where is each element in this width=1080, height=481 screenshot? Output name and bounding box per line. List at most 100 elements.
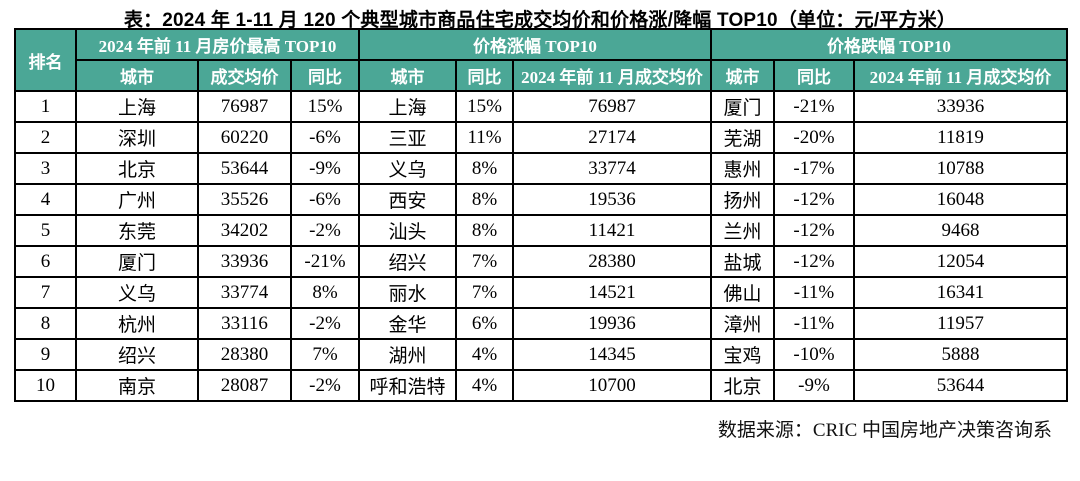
section-header-price-decliners: 价格跌幅 TOP10 bbox=[710, 28, 1068, 61]
gainers-yoy-cell: 4% bbox=[455, 369, 514, 402]
highest-city-cell: 北京 bbox=[75, 152, 199, 185]
table-row: 8 杭州 33116 -2% 金华 6% 19936 漳州 -11% 11957 bbox=[14, 307, 1068, 340]
col-header-highest-yoy: 同比 bbox=[290, 59, 360, 92]
decliners-yoy-cell: -12% bbox=[773, 214, 855, 247]
highest-city-cell: 南京 bbox=[75, 369, 199, 402]
decliners-price-cell: 11819 bbox=[853, 121, 1068, 154]
highest-yoy-cell: 15% bbox=[290, 90, 360, 123]
gainers-city-cell: 汕头 bbox=[358, 214, 457, 247]
section-header-price-gainers: 价格涨幅 TOP10 bbox=[358, 28, 712, 61]
decliners-city-cell: 兰州 bbox=[710, 214, 775, 247]
rank-cell: 3 bbox=[14, 152, 77, 185]
highest-yoy-cell: -2% bbox=[290, 214, 360, 247]
highest-yoy-cell: -2% bbox=[290, 369, 360, 402]
decliners-price-cell: 53644 bbox=[853, 369, 1068, 402]
decliners-yoy-cell: -12% bbox=[773, 183, 855, 216]
decliners-yoy-cell: -11% bbox=[773, 307, 855, 340]
highest-price-cell: 60220 bbox=[197, 121, 292, 154]
decliners-yoy-cell: -9% bbox=[773, 369, 855, 402]
decliners-city-cell: 惠州 bbox=[710, 152, 775, 185]
gainers-city-cell: 湖州 bbox=[358, 338, 457, 371]
col-header-gainers-yoy: 同比 bbox=[455, 59, 514, 92]
highest-yoy-cell: -2% bbox=[290, 307, 360, 340]
decliners-yoy-cell: -10% bbox=[773, 338, 855, 371]
gainers-city-cell: 义乌 bbox=[358, 152, 457, 185]
highest-yoy-cell: -9% bbox=[290, 152, 360, 185]
col-header-gainers-price: 2024 年前 11 月成交均价 bbox=[512, 59, 712, 92]
decliners-yoy-cell: -11% bbox=[773, 276, 855, 309]
decliners-price-cell: 9468 bbox=[853, 214, 1068, 247]
gainers-city-cell: 呼和浩特 bbox=[358, 369, 457, 402]
highest-price-cell: 76987 bbox=[197, 90, 292, 123]
highest-city-cell: 厦门 bbox=[75, 245, 199, 278]
rank-cell: 1 bbox=[14, 90, 77, 123]
section-header-row: 排名 2024 年前 11 月房价最高 TOP10 价格涨幅 TOP10 价格跌… bbox=[14, 28, 1068, 92]
highest-yoy-cell: -21% bbox=[290, 245, 360, 278]
highest-city-cell: 绍兴 bbox=[75, 338, 199, 371]
gainers-city-cell: 金华 bbox=[358, 307, 457, 340]
data-source-note: 数据来源：CRIC 中国房地产决策咨询系 bbox=[717, 420, 1052, 441]
gainers-yoy-cell: 6% bbox=[455, 307, 514, 340]
decliners-city-cell: 盐城 bbox=[710, 245, 775, 278]
decliners-price-cell: 10788 bbox=[853, 152, 1068, 185]
gainers-yoy-cell: 7% bbox=[455, 276, 514, 309]
decliners-yoy-cell: -21% bbox=[773, 90, 855, 123]
highest-city-cell: 义乌 bbox=[75, 276, 199, 309]
highest-price-cell: 53644 bbox=[197, 152, 292, 185]
col-header-decliners-yoy: 同比 bbox=[773, 59, 855, 92]
highest-yoy-cell: -6% bbox=[290, 183, 360, 216]
col-header-gainers-city: 城市 bbox=[358, 59, 457, 92]
column-header-row: 城市 成交均价 同比 城市 同比 2024 年前 11 月成交均价 城市 同比 … bbox=[15, 59, 1068, 92]
decliners-city-cell: 厦门 bbox=[710, 90, 775, 123]
decliners-price-cell: 16341 bbox=[853, 276, 1068, 309]
gainers-yoy-cell: 11% bbox=[455, 121, 514, 154]
decliners-yoy-cell: -17% bbox=[773, 152, 855, 185]
highest-city-cell: 东莞 bbox=[75, 214, 199, 247]
highest-yoy-cell: 8% bbox=[290, 276, 360, 309]
gainers-price-cell: 19536 bbox=[512, 183, 712, 216]
rank-column-header: 排名 bbox=[14, 28, 77, 92]
table-row: 5 东莞 34202 -2% 汕头 8% 11421 兰州 -12% 9468 bbox=[14, 214, 1068, 247]
gainers-price-cell: 19936 bbox=[512, 307, 712, 340]
highest-city-cell: 深圳 bbox=[75, 121, 199, 154]
highest-price-cell: 28087 bbox=[197, 369, 292, 402]
table-body: 1 上海 76987 15% 上海 15% 76987 厦门 -21% 33936 2 深圳 60220… bbox=[14, 90, 1068, 402]
gainers-yoy-cell: 8% bbox=[455, 152, 514, 185]
rank-cell: 5 bbox=[14, 214, 77, 247]
gainers-price-cell: 10700 bbox=[512, 369, 712, 402]
highest-price-cell: 28380 bbox=[197, 338, 292, 371]
highest-yoy-cell: -6% bbox=[290, 121, 360, 154]
highest-price-cell: 35526 bbox=[197, 183, 292, 216]
gainers-price-cell: 27174 bbox=[512, 121, 712, 154]
decliners-yoy-cell: -12% bbox=[773, 245, 855, 278]
table-row: 7 义乌 33774 8% 丽水 7% 14521 佛山 -11% 16341 bbox=[14, 276, 1068, 309]
rank-cell: 9 bbox=[14, 338, 77, 371]
decliners-city-cell: 宝鸡 bbox=[710, 338, 775, 371]
col-header-decliners-price: 2024 年前 11 月成交均价 bbox=[853, 59, 1068, 92]
rank-cell: 4 bbox=[14, 183, 77, 216]
table-row: 1 上海 76987 15% 上海 15% 76987 厦门 -21% 33936 bbox=[14, 90, 1068, 123]
table-row: 9 绍兴 28380 7% 湖州 4% 14345 宝鸡 -10% 5888 bbox=[14, 338, 1068, 371]
gainers-city-cell: 上海 bbox=[358, 90, 457, 123]
highest-price-cell: 34202 bbox=[197, 214, 292, 247]
decliners-price-cell: 5888 bbox=[853, 338, 1068, 371]
gainers-price-cell: 14521 bbox=[512, 276, 712, 309]
gainers-city-cell: 西安 bbox=[358, 183, 457, 216]
table-row: 2 深圳 60220 -6% 三亚 11% 27174 芜湖 -20% 11819 bbox=[14, 121, 1068, 154]
rank-cell: 2 bbox=[14, 121, 77, 154]
gainers-price-cell: 76987 bbox=[512, 90, 712, 123]
highest-price-cell: 33936 bbox=[197, 245, 292, 278]
col-header-highest-city: 城市 bbox=[75, 59, 199, 92]
table-title: 表：2024 年 1-11 月 120 个典型城市商品住宅成交均价和价格涨/降幅… bbox=[123, 10, 957, 31]
highest-price-cell: 33116 bbox=[197, 307, 292, 340]
table-row: 3 北京 53644 -9% 义乌 8% 33774 惠州 -17% 10788 bbox=[14, 152, 1068, 185]
decliners-city-cell: 芜湖 bbox=[710, 121, 775, 154]
gainers-city-cell: 丽水 bbox=[358, 276, 457, 309]
col-header-decliners-city: 城市 bbox=[710, 59, 775, 92]
gainers-city-cell: 三亚 bbox=[358, 121, 457, 154]
section-header-highest-price: 2024 年前 11 月房价最高 TOP10 bbox=[75, 28, 360, 61]
highest-city-cell: 广州 bbox=[75, 183, 199, 216]
decliners-city-cell: 漳州 bbox=[710, 307, 775, 340]
highest-price-cell: 33774 bbox=[197, 276, 292, 309]
